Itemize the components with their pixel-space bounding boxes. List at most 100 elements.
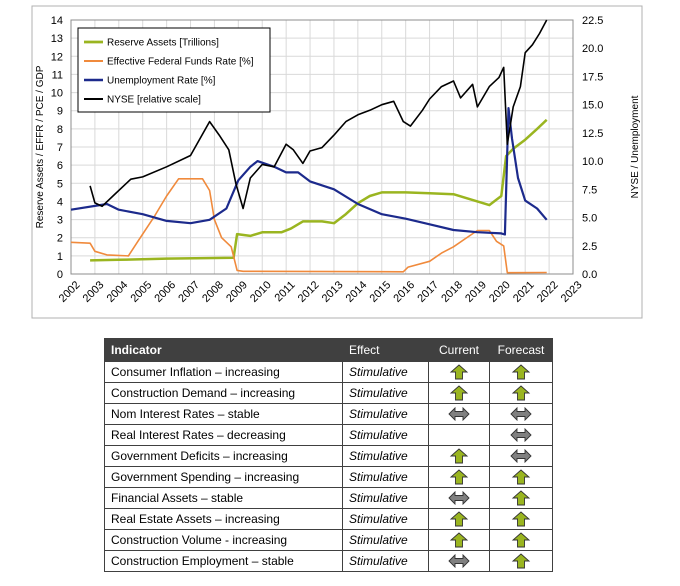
current-cell bbox=[428, 466, 490, 488]
series-line-2 bbox=[70, 107, 548, 236]
indicator-cell: Real Interest Rates – decreasing bbox=[104, 424, 343, 446]
current-cell bbox=[428, 361, 490, 383]
y-left-tick-label: 11 bbox=[52, 69, 63, 81]
header-current: Current bbox=[428, 338, 490, 362]
y-left-tick-label: 3 bbox=[57, 215, 63, 227]
current-cell bbox=[428, 424, 490, 446]
y-right-tick-label: 15.0 bbox=[582, 100, 603, 112]
table-row: Consumer Inflation – increasing Stimulati… bbox=[104, 361, 553, 383]
current-cell bbox=[428, 403, 490, 425]
table-row: Construction Volume - increasing Stimulat… bbox=[104, 529, 553, 551]
table-row: Financial Assets – stable Stimulative bbox=[104, 487, 553, 509]
forecast-cell bbox=[489, 403, 553, 425]
y-right-tick-label: 12.5 bbox=[582, 128, 603, 140]
table-body: Consumer Inflation – increasing Stimulati… bbox=[104, 361, 553, 572]
y-left-tick-label: 13 bbox=[51, 33, 63, 45]
up-arrow-icon bbox=[449, 448, 469, 464]
effect-cell: Stimulative bbox=[342, 445, 429, 467]
y-left-tick-label: 12 bbox=[51, 51, 63, 63]
series-line-1 bbox=[70, 178, 547, 274]
up-arrow-icon bbox=[449, 532, 469, 548]
forecast-cell bbox=[489, 424, 553, 446]
header-forecast: Forecast bbox=[489, 338, 553, 362]
sideways-arrow-icon bbox=[448, 406, 470, 422]
y-right-axis-ticks: 0.0 2.5 5.0 7.5 10.0 12.5 15.0 17.5 20.0 22.5 bbox=[582, 15, 603, 281]
y-right-axis-title: NYSE / Unemployment bbox=[630, 95, 641, 198]
indicator-cell: Construction Volume - increasing bbox=[104, 529, 343, 551]
legend-entry: NYSE [relative scale] bbox=[107, 95, 201, 106]
y-right-tick-label: 10.0 bbox=[582, 156, 603, 168]
up-arrow-icon bbox=[511, 532, 531, 548]
y-left-tick-label: 6 bbox=[57, 160, 63, 172]
up-arrow-icon bbox=[511, 490, 531, 506]
up-arrow-icon bbox=[449, 511, 469, 527]
y-left-tick-label: 5 bbox=[57, 178, 63, 190]
y-left-tick-label: 8 bbox=[57, 124, 63, 136]
y-right-tick-label: 2.5 bbox=[582, 241, 597, 253]
y-right-tick-label: 20.0 bbox=[582, 43, 603, 55]
y-left-tick-label: 10 bbox=[51, 88, 63, 100]
up-arrow-icon bbox=[449, 364, 469, 380]
table-row: Construction Demand – increasing Stimulat… bbox=[104, 382, 553, 404]
header-indicator: Indicator bbox=[104, 338, 343, 362]
table-row: Nom Interest Rates – stable Stimulative bbox=[104, 403, 553, 425]
indicator-table: Indicator Effect Current Forecast Consum… bbox=[104, 338, 553, 572]
up-arrow-icon bbox=[511, 511, 531, 527]
forecast-cell bbox=[489, 508, 553, 530]
series-lines bbox=[70, 19, 548, 274]
forecast-cell bbox=[489, 487, 553, 509]
indicator-cell: Financial Assets – stable bbox=[104, 487, 343, 509]
series-line-0 bbox=[90, 118, 548, 262]
header-effect: Effect bbox=[342, 338, 429, 362]
y-left-tick-label: 4 bbox=[57, 196, 63, 208]
effect-cell: Stimulative bbox=[342, 403, 429, 425]
effect-cell: Stimulative bbox=[342, 508, 429, 530]
up-arrow-icon bbox=[511, 385, 531, 401]
legend-entry: Reserve Assets [Trillions] bbox=[107, 38, 219, 49]
effect-cell: Stimulative bbox=[342, 487, 429, 509]
indicator-cell: Government Spending – increasing bbox=[104, 466, 343, 488]
sideways-arrow-icon bbox=[510, 406, 532, 422]
up-arrow-icon bbox=[449, 385, 469, 401]
forecast-cell bbox=[489, 550, 553, 572]
forecast-cell bbox=[489, 382, 553, 404]
plot-area bbox=[70, 19, 574, 275]
forecast-cell bbox=[489, 361, 553, 383]
chart: 2002200320042005200620072008200920102011… bbox=[31, 5, 643, 319]
current-cell bbox=[428, 382, 490, 404]
current-cell bbox=[428, 508, 490, 530]
effect-cell: Stimulative bbox=[342, 361, 429, 383]
table-row: Real Interest Rates – decreasing Stimulat… bbox=[104, 424, 553, 446]
current-cell bbox=[428, 550, 490, 572]
series-line-3 bbox=[89, 19, 548, 210]
y-left-tick-label: 1 bbox=[57, 251, 63, 263]
current-cell bbox=[428, 487, 490, 509]
effect-cell: Stimulative bbox=[342, 529, 429, 551]
up-arrow-icon bbox=[511, 553, 531, 569]
y-right-tick-label: 5.0 bbox=[582, 213, 597, 225]
up-arrow-icon bbox=[511, 364, 531, 380]
y-left-tick-label: 9 bbox=[57, 106, 63, 118]
legend-entry: Effective Federal Funds Rate [%] bbox=[107, 57, 254, 68]
legend: Reserve Assets [Trillions] Effective Fede… bbox=[77, 27, 271, 113]
forecast-cell bbox=[489, 466, 553, 488]
sideways-arrow-icon bbox=[510, 448, 532, 464]
up-arrow-icon bbox=[511, 469, 531, 485]
forecast-cell bbox=[489, 445, 553, 467]
indicator-cell: Consumer Inflation – increasing bbox=[104, 361, 343, 383]
table-row: Government Spending – increasing Stimulat… bbox=[104, 466, 553, 488]
y-right-tick-label: 17.5 bbox=[582, 71, 603, 83]
y-right-tick-label: 7.5 bbox=[582, 184, 597, 196]
up-arrow-icon bbox=[449, 469, 469, 485]
effect-cell: Stimulative bbox=[342, 550, 429, 572]
sideways-arrow-icon bbox=[510, 427, 532, 443]
y-right-tick-label: 22.5 bbox=[582, 15, 603, 27]
effect-cell: Stimulative bbox=[342, 466, 429, 488]
indicator-cell: Government Deficits – increasing bbox=[104, 445, 343, 467]
effect-cell: Stimulative bbox=[342, 424, 429, 446]
current-cell bbox=[428, 445, 490, 467]
effect-cell: Stimulative bbox=[342, 382, 429, 404]
indicator-cell: Real Estate Assets – increasing bbox=[104, 508, 343, 530]
y-left-tick-label: 0 bbox=[57, 269, 63, 281]
indicator-cell: Construction Demand – increasing bbox=[104, 382, 343, 404]
